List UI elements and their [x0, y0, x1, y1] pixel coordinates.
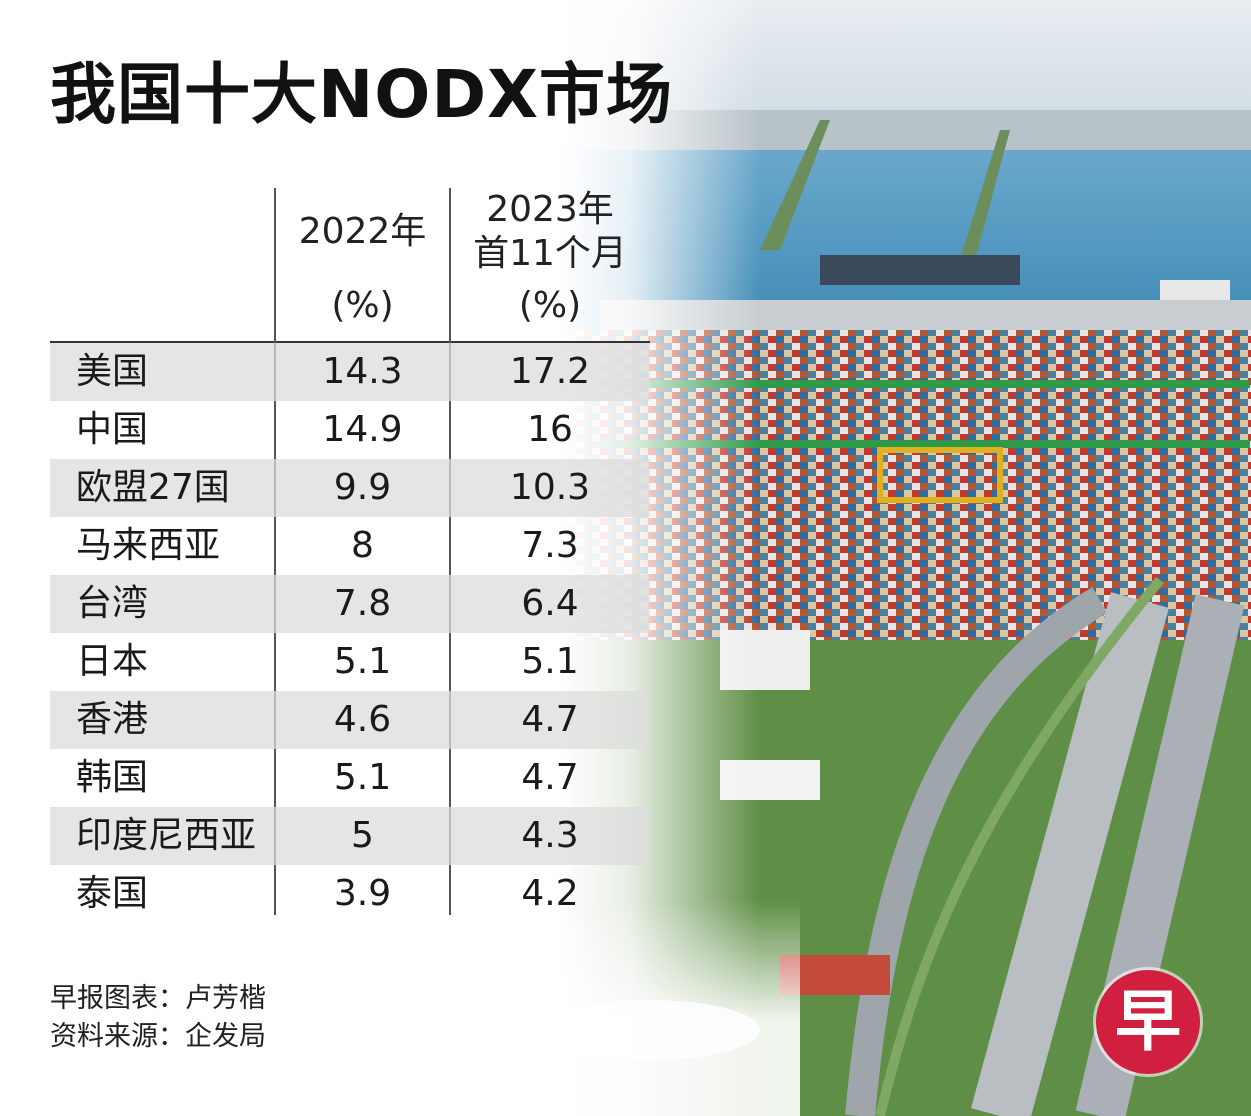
value-2023: 4.2 [521, 873, 579, 914]
value-2023: 4.7 [521, 757, 579, 798]
table-body: 美国 14.3 17.2 中国 14.9 16 欧盟27国 9.9 10.3 马来西亚 8 7.3 台湾… [50, 343, 650, 923]
header-2022-year: 2022年 [298, 211, 427, 252]
table-row: 马来西亚 8 7.3 [50, 517, 650, 575]
header-divider [50, 341, 650, 343]
market-name: 泰国 [76, 873, 149, 914]
header-2022-unit: (%) [331, 285, 394, 326]
credit-source: 资料来源：企发局 [50, 1021, 266, 1052]
header-2023: 2023年 首11个月 (%) [450, 188, 650, 338]
table-row: 台湾 7.8 6.4 [50, 575, 650, 633]
table-row: 美国 14.3 17.2 [50, 343, 650, 401]
market-name: 韩国 [76, 757, 149, 798]
market-name: 台湾 [76, 583, 149, 624]
header-2023-period: 首11个月 [473, 233, 627, 274]
market-name: 欧盟27国 [76, 467, 230, 508]
value-2023: 10.3 [509, 467, 591, 508]
value-2023: 16 [527, 409, 573, 450]
market-name: 中国 [76, 409, 149, 450]
market-name: 马来西亚 [76, 525, 221, 566]
table-header: 2022年 (%) 2023年 首11个月 (%) [50, 188, 650, 338]
table-row: 日本 5.1 5.1 [50, 633, 650, 691]
header-2022: 2022年 (%) [275, 188, 450, 338]
table-row: 印度尼西亚 5 4.3 [50, 807, 650, 865]
value-2022: 14.3 [322, 351, 403, 392]
market-name: 印度尼西亚 [76, 815, 257, 856]
value-2023: 7.3 [521, 525, 579, 566]
value-2022: 9.9 [333, 467, 392, 508]
header-2023-unit: (%) [518, 285, 582, 326]
value-2023: 6.4 [521, 583, 579, 624]
value-2022: 4.6 [333, 699, 392, 740]
value-2022: 5.1 [333, 641, 392, 682]
value-2022: 8 [351, 525, 374, 566]
column-divider-2 [449, 188, 451, 915]
table-row: 香港 4.6 4.7 [50, 691, 650, 749]
value-2022: 7.8 [333, 583, 392, 624]
value-2023: 4.3 [521, 815, 579, 856]
credit-chart: 早报图表：卢芳楷 [50, 983, 266, 1014]
market-name: 香港 [76, 699, 149, 740]
value-2023: 4.7 [521, 699, 579, 740]
value-2023: 5.1 [521, 641, 579, 682]
market-name: 日本 [76, 641, 149, 682]
column-divider-1 [274, 188, 276, 915]
table-row: 欧盟27国 9.9 10.3 [50, 459, 650, 517]
chart-title: 我国十大NODX市场 [50, 56, 674, 133]
value-2022: 3.9 [333, 873, 392, 914]
credits: 早报图表：卢芳楷 资料来源：企发局 [50, 980, 266, 1056]
value-2023: 17.2 [509, 351, 591, 392]
table-row: 中国 14.9 16 [50, 401, 650, 459]
value-2022: 5.1 [333, 757, 392, 798]
value-2022: 14.9 [322, 409, 403, 450]
zaobao-logo: 早 [1096, 970, 1200, 1074]
market-name: 美国 [76, 351, 149, 392]
header-2023-year: 2023年 [486, 189, 614, 230]
value-2022: 5 [351, 815, 374, 856]
table-row: 泰国 3.9 4.2 [50, 865, 650, 923]
table-row: 韩国 5.1 4.7 [50, 749, 650, 807]
